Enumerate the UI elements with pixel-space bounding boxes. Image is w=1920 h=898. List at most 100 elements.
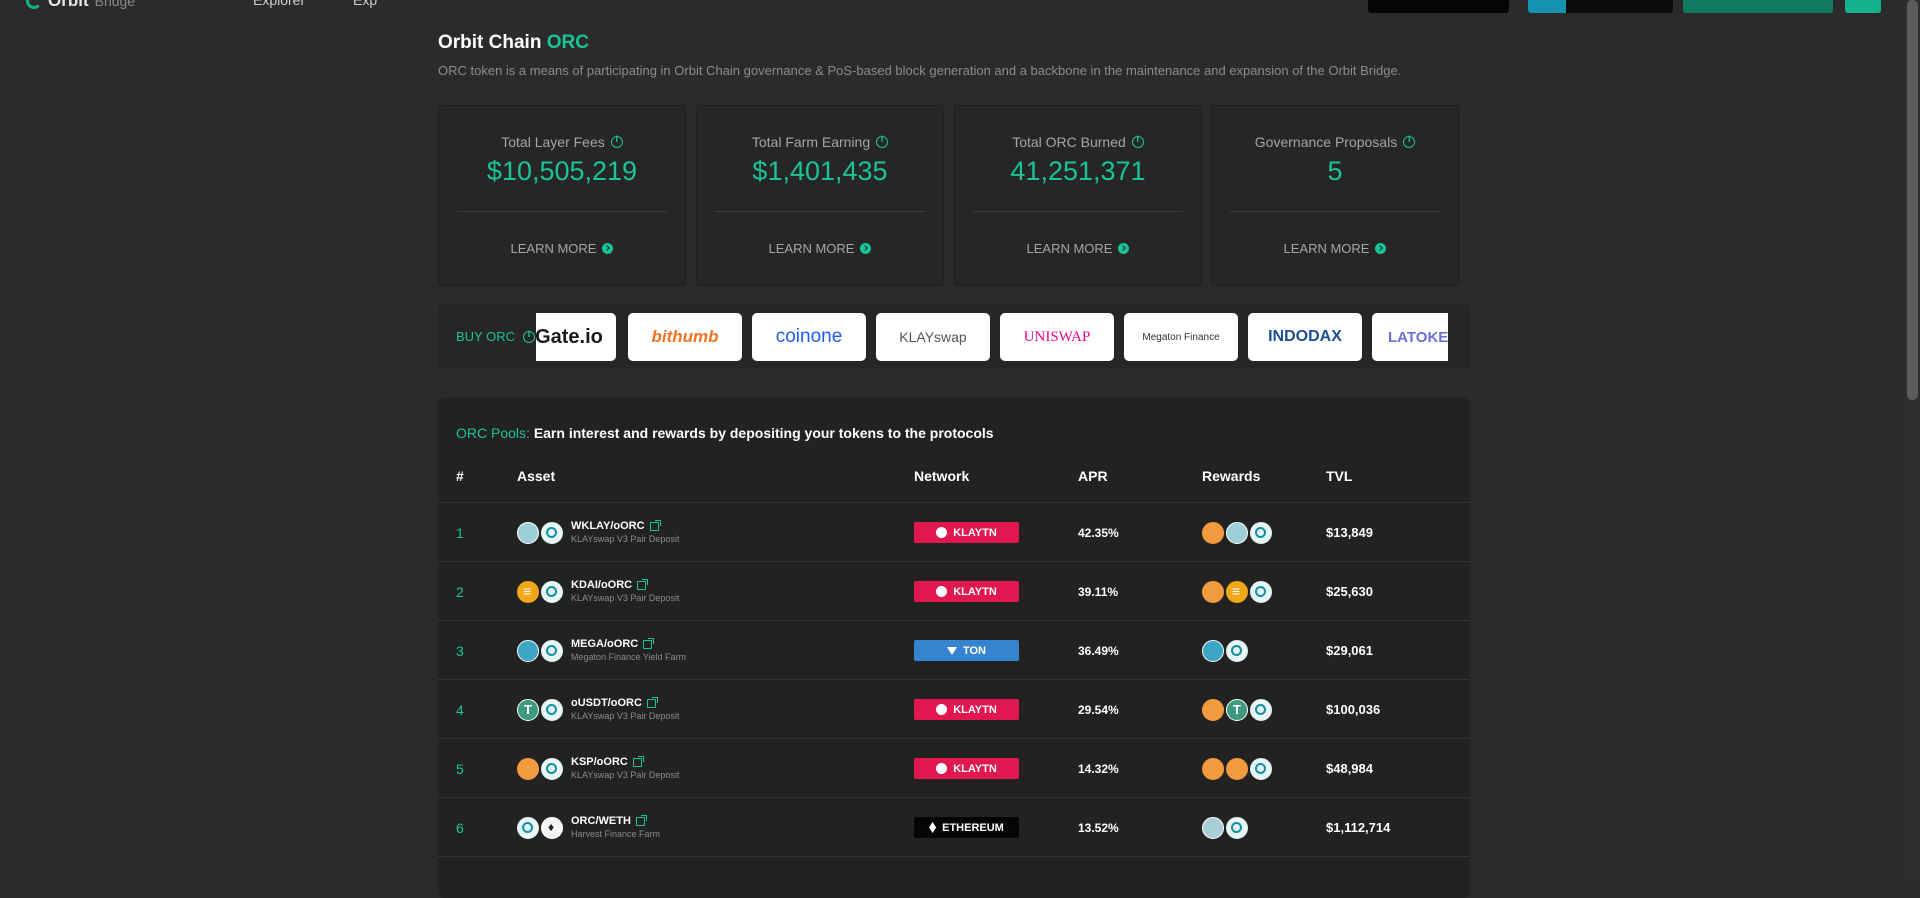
orc-token-icon xyxy=(1250,521,1272,544)
page-title-accent: ORC xyxy=(546,32,589,53)
stat-label-text: Total Layer Fees xyxy=(501,134,605,150)
ksp-token-icon xyxy=(1226,757,1248,780)
network-name: KLAYTN xyxy=(953,526,997,539)
rewards-cell xyxy=(1202,739,1274,798)
exchange-klayswap[interactable]: KLAYswap xyxy=(876,313,990,361)
asset-cell: WKLAY/oORC KLAYswap V3 Pair Deposit xyxy=(517,503,679,562)
klaytn-icon xyxy=(936,527,948,538)
arrow-right-icon xyxy=(1118,243,1130,254)
row-number: 4 xyxy=(456,701,464,718)
learn-more-link[interactable]: LEARN MORE xyxy=(955,241,1201,256)
orc-token-icon xyxy=(1250,698,1272,721)
scrollbar-thumb[interactable] xyxy=(1907,0,1918,400)
info-icon[interactable] xyxy=(610,134,623,148)
divider xyxy=(715,211,925,212)
tvl-value: $29,061 xyxy=(1326,643,1373,658)
table-row[interactable]: 2 KDAI/oORC KLAYswap V3 Pair Deposit KLAY… xyxy=(438,561,1470,621)
stat-value: 41,251,371 xyxy=(1010,156,1146,186)
external-link-icon[interactable] xyxy=(649,519,661,531)
external-link-icon[interactable] xyxy=(635,814,647,826)
page-title-main: Orbit Chain xyxy=(438,32,542,53)
arrow-right-icon xyxy=(1375,243,1387,254)
orbit-logo-icon xyxy=(26,0,42,9)
orbit-bridge-logo[interactable]: Orbit Bridge xyxy=(26,0,135,11)
network-cell: KLAYTN xyxy=(914,503,1019,562)
page-scrollbar[interactable] xyxy=(1905,0,1920,881)
row-number: 2 xyxy=(456,583,464,600)
learn-more-link[interactable]: LEARN MORE xyxy=(439,241,685,256)
table-row[interactable]: 5 KSP/oORC KLAYswap V3 Pair Deposit KLAYT… xyxy=(438,738,1470,798)
ksp-token-icon xyxy=(1202,580,1224,603)
exchange-indodax[interactable]: INDODAX xyxy=(1248,313,1362,361)
table-row[interactable]: 1 WKLAY/oORC KLAYswap V3 Pair Deposit KLA… xyxy=(438,502,1470,562)
network-cell: KLAYTN xyxy=(914,562,1019,621)
ksp-token-icon xyxy=(517,757,539,780)
external-link-icon[interactable] xyxy=(646,696,658,708)
exchange-uniswap[interactable]: UNISWAP xyxy=(1000,313,1114,361)
learn-more-text: LEARN MORE xyxy=(1283,241,1370,256)
info-icon[interactable] xyxy=(876,134,889,148)
tvl-value: $1,112,714 xyxy=(1326,820,1391,835)
rewards-cell xyxy=(1202,798,1250,857)
network-badge-ton[interactable]: TON xyxy=(914,640,1019,661)
learn-more-link[interactable]: LEARN MORE xyxy=(1212,241,1458,256)
learn-more-link[interactable]: LEARN MORE xyxy=(697,241,943,256)
stat-label-text: Total Farm Earning xyxy=(751,134,871,150)
stat-card-layer-fees: Total Layer Fees $10,505,219 LEARN MORE xyxy=(438,105,686,286)
network-badge-klaytn[interactable]: KLAYTN xyxy=(914,699,1019,720)
connect-wallet-button[interactable] xyxy=(1368,0,1509,13)
network-badge-klaytn[interactable]: KLAYTN xyxy=(914,522,1019,543)
exchange-bithumb[interactable]: bithumb xyxy=(628,313,742,361)
asset-name: KDAI/oORC xyxy=(571,579,633,591)
external-link-icon[interactable] xyxy=(632,755,644,767)
info-icon[interactable] xyxy=(523,329,535,343)
nav-item-explorer[interactable]: Explorer xyxy=(253,0,306,8)
external-link-icon[interactable] xyxy=(637,578,649,590)
info-icon[interactable] xyxy=(1131,134,1144,148)
table-row[interactable] xyxy=(438,856,1470,898)
stat-label-text: Governance Proposals xyxy=(1254,134,1398,150)
table-row[interactable]: 4 oUSDT/oORC KLAYswap V3 Pair Deposit KLA… xyxy=(438,679,1470,739)
menu-icon-button[interactable] xyxy=(1845,0,1881,13)
top-navigation-bar: Orbit Bridge Explorer Exp xyxy=(0,0,1905,14)
mega-token-icon xyxy=(517,639,539,662)
usdt-token-icon xyxy=(1226,698,1248,721)
divider xyxy=(457,211,667,212)
network-badge-klaytn[interactable]: KLAYTN xyxy=(914,758,1019,779)
orc-token-icon xyxy=(1250,580,1272,603)
logo-text: Orbit xyxy=(48,0,89,10)
ksp-token-icon xyxy=(1202,698,1224,721)
nav-item-exp[interactable]: Exp xyxy=(353,0,378,8)
network-selector-button[interactable] xyxy=(1528,0,1673,13)
apr-value: 13.52% xyxy=(1078,820,1119,835)
network-badge-ethereum[interactable]: ETHEREUM xyxy=(914,817,1019,838)
stat-label: Total Layer Fees xyxy=(439,134,685,150)
network-badge-klaytn[interactable]: KLAYTN xyxy=(914,581,1019,602)
learn-more-text: LEARN MORE xyxy=(768,241,855,256)
exchange-megaton-finance[interactable]: Megaton Finance xyxy=(1124,313,1238,361)
stat-value: $10,505,219 xyxy=(486,156,638,186)
orc-token-icon xyxy=(541,639,563,662)
exchange-gateio[interactable]: Gate.io xyxy=(536,313,616,361)
exchange-coinone[interactable]: coinone xyxy=(752,313,866,361)
page-title: Orbit Chain ORC xyxy=(438,32,589,54)
learn-more-text: LEARN MORE xyxy=(510,241,597,256)
network-cell xyxy=(914,857,1019,898)
orc-token-icon xyxy=(541,580,563,603)
exchange-name: Megaton Finance xyxy=(1142,331,1220,343)
asset-description: KLAYswap V3 Pair Deposit xyxy=(571,593,680,603)
exchange-latoken[interactable]: LATOKEN xyxy=(1372,313,1448,361)
external-link-icon[interactable] xyxy=(643,637,655,649)
learn-more-text: LEARN MORE xyxy=(1026,241,1113,256)
table-row[interactable]: 3 MEGA/oORC Megaton Finance Yield Farm TO… xyxy=(438,620,1470,680)
info-icon[interactable] xyxy=(1403,134,1416,148)
ton-icon xyxy=(946,646,957,655)
asset-name: KSP/oORC xyxy=(571,756,628,768)
network-cell: TON xyxy=(914,621,1019,680)
bridge-action-button[interactable] xyxy=(1683,0,1833,13)
asset-description: KLAYswap V3 Pair Deposit xyxy=(571,534,680,544)
row-number: 1 xyxy=(456,524,464,541)
row-number: 6 xyxy=(456,819,464,836)
stat-value: $1,401,435 xyxy=(752,156,888,186)
